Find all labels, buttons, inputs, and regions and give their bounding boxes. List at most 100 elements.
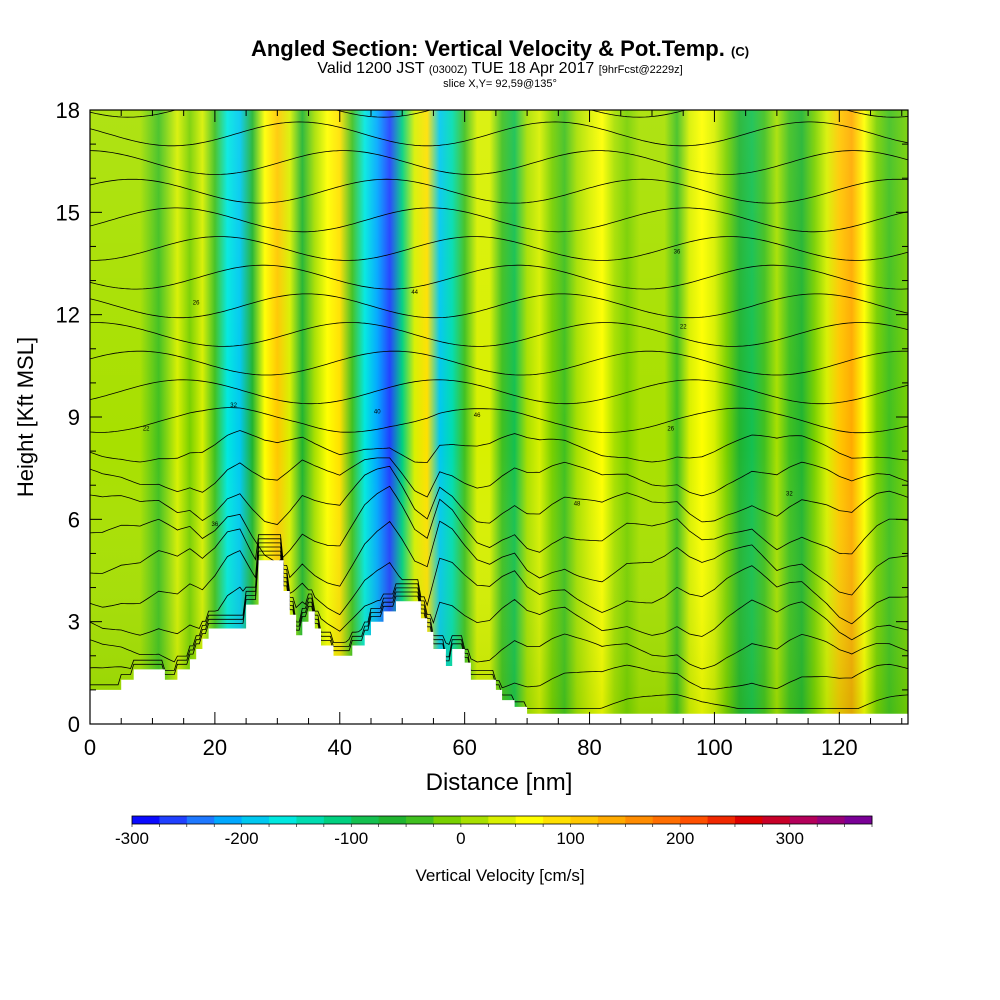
colorbar-swatch bbox=[515, 816, 544, 824]
terrain bbox=[90, 560, 908, 724]
isentrope-line bbox=[90, 264, 908, 290]
isentrope-line bbox=[90, 379, 908, 405]
colorbar-tick-label: 0 bbox=[456, 829, 465, 848]
colorbar-tick-label: -100 bbox=[334, 829, 368, 848]
contour-label: 40 bbox=[374, 410, 381, 416]
y-tick-label: 12 bbox=[56, 303, 80, 328]
isentrope-line bbox=[90, 150, 908, 175]
isentrope-line bbox=[90, 546, 908, 670]
colorbar-swatch bbox=[817, 816, 845, 824]
x-tick-label: 100 bbox=[696, 735, 733, 760]
valid-time: Valid 1200 JST bbox=[317, 60, 425, 77]
y-tick-label: 6 bbox=[68, 507, 80, 532]
colorbar-tick-label: 100 bbox=[556, 829, 584, 848]
y-tick-label: 18 bbox=[56, 98, 80, 123]
slice-info: slice X,Y= 92,59@135° bbox=[443, 78, 557, 90]
chart-subtitle: Valid 1200 JST (0300Z) TUE 18 Apr 2017 [… bbox=[0, 60, 1000, 78]
contour-label: 32 bbox=[230, 403, 237, 409]
contour-label: 36 bbox=[212, 522, 219, 528]
x-tick-label: 0 bbox=[84, 735, 96, 760]
colorbar-swatch bbox=[241, 816, 270, 824]
colorbar-swatch bbox=[652, 816, 681, 824]
isentrope-line bbox=[90, 293, 908, 319]
colorbar-swatch bbox=[597, 816, 626, 824]
contour-label: 46 bbox=[474, 413, 481, 419]
title-unit: (C) bbox=[731, 44, 750, 59]
contour-label: 22 bbox=[680, 324, 687, 330]
isentrope-line bbox=[90, 322, 908, 347]
colorbar-swatch bbox=[844, 816, 873, 824]
x-tick-label: 20 bbox=[203, 735, 227, 760]
y-tick-label: 0 bbox=[68, 712, 80, 737]
isentrope-line bbox=[90, 550, 908, 690]
colorbar-swatch bbox=[378, 816, 407, 824]
x-tick-label: 40 bbox=[328, 735, 352, 760]
colorbar-swatch bbox=[214, 816, 243, 824]
valid-date: TUE 18 Apr 2017 bbox=[471, 60, 595, 77]
colorbar-swatch bbox=[159, 816, 188, 824]
colorbar-swatch bbox=[543, 816, 571, 824]
y-tick-label: 15 bbox=[56, 200, 80, 225]
colorbar-tick-label: 200 bbox=[666, 829, 694, 848]
colorbar-swatch bbox=[186, 816, 215, 824]
isentrope-line bbox=[90, 485, 908, 564]
isentrope-line bbox=[90, 207, 908, 233]
colorbar-swatch bbox=[789, 816, 818, 824]
isentrope-line bbox=[90, 542, 908, 641]
colorbar-frame bbox=[131, 815, 873, 825]
x-axis: 0 20 40 60 80 100 120 bbox=[84, 110, 903, 760]
colorbar-swatch bbox=[132, 816, 160, 824]
y-tick-label: 9 bbox=[68, 405, 80, 430]
contour-label: 26 bbox=[667, 427, 674, 433]
colorbar-swatch bbox=[680, 816, 708, 824]
contour-label: 26 bbox=[193, 300, 200, 306]
isentrope-line bbox=[90, 178, 908, 204]
contour-labels: 22 26 32 36 40 44 46 48 22 26 32 36 bbox=[143, 249, 793, 528]
colorbar-swatch bbox=[707, 816, 736, 824]
colorbar-swatch bbox=[351, 816, 380, 824]
forecast-info: [9hrFcst@2229z] bbox=[598, 64, 683, 76]
colorbar-swatch bbox=[296, 816, 325, 824]
isentrope-line bbox=[90, 350, 908, 376]
contour-label: 44 bbox=[411, 290, 418, 296]
isentrope-line bbox=[90, 465, 908, 525]
x-tick-label: 60 bbox=[452, 735, 476, 760]
isentrope-line bbox=[90, 520, 908, 596]
contour-label: 36 bbox=[674, 249, 681, 255]
isentrope-line bbox=[90, 457, 908, 498]
contour-label: 32 bbox=[786, 491, 793, 497]
isentrope-line bbox=[90, 538, 908, 625]
x-tick-label: 120 bbox=[821, 735, 858, 760]
colorbar-swatch bbox=[433, 816, 462, 824]
isentrope-line bbox=[90, 407, 908, 434]
contour-label: 22 bbox=[143, 427, 150, 433]
colorbar-swatch bbox=[570, 816, 599, 824]
x-axis-label: Distance [nm] bbox=[426, 769, 573, 796]
isentrope-line bbox=[90, 121, 908, 147]
colorbar-swatch bbox=[406, 816, 434, 824]
colorbar-swatch bbox=[269, 816, 297, 824]
colorbar-tick-label: 300 bbox=[776, 829, 804, 848]
colorbar-swatch bbox=[734, 816, 763, 824]
isentrope-line bbox=[90, 554, 908, 709]
chart-title: Angled Section: Vertical Velocity & Pot.… bbox=[250, 36, 750, 61]
colorbar-swatch bbox=[762, 816, 791, 824]
colorbar-tick-label: -200 bbox=[225, 829, 259, 848]
contour-label: 48 bbox=[574, 502, 581, 508]
potential-temperature-contours bbox=[90, 110, 908, 709]
isentrope-line bbox=[90, 236, 908, 261]
valid-utc: (0300Z) bbox=[428, 64, 468, 76]
colorbar: -300 -200 -100 0 100 200 300 bbox=[115, 815, 873, 848]
colorbar-tick-label: -300 bbox=[115, 829, 149, 848]
y-axis-label: Height [Kft MSL] bbox=[13, 337, 38, 497]
plot-area: 22 26 32 36 40 44 46 48 22 26 32 36 bbox=[90, 110, 908, 724]
x-tick-label: 80 bbox=[577, 735, 601, 760]
colorbar-swatch bbox=[460, 816, 489, 824]
colorbar-swatch bbox=[625, 816, 654, 824]
colorbar-label: Vertical Velocity [cm/s] bbox=[415, 866, 584, 885]
shading-overlay bbox=[90, 110, 908, 724]
colorbar-swatch bbox=[488, 816, 517, 824]
y-tick-label: 3 bbox=[68, 610, 80, 635]
